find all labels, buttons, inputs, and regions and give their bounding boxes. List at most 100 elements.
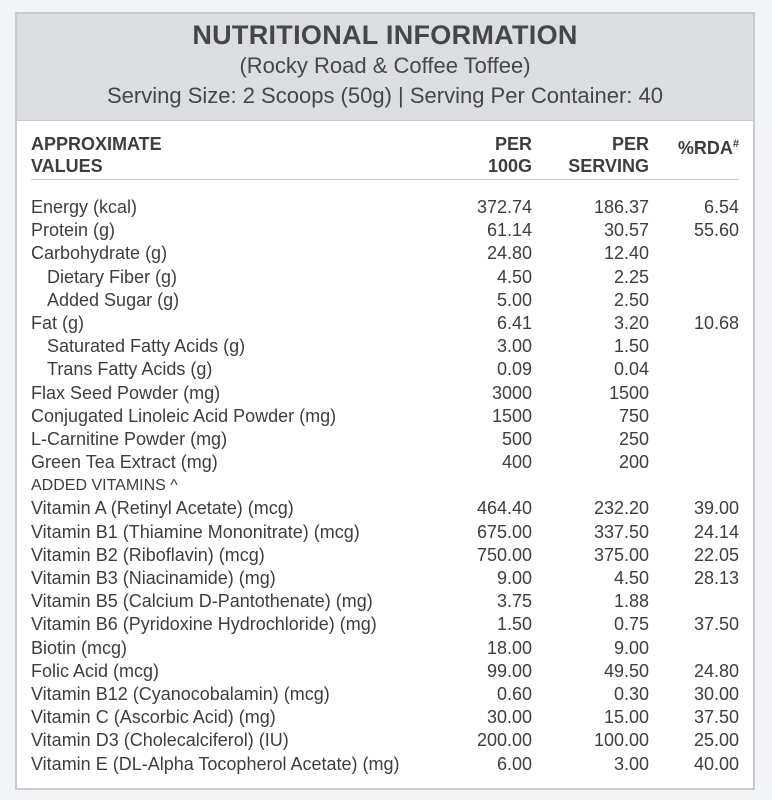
value-rda: 55.60 <box>693 220 739 241</box>
value-per-serving: 337.50 <box>593 521 649 542</box>
value-per-serving: 2.50 <box>613 289 649 310</box>
nutrient-name: Vitamin B5 (Calcium D-Pantothenate) (mg) <box>31 591 373 612</box>
value-per-100g: 1.50 <box>496 614 532 635</box>
nutrient-row: Vitamin B6 (Pyridoxine Hydrochloride) (m… <box>31 613 739 636</box>
nutrient-row: Vitamin B3 (Niacinamide) (mg) 9.00 4.50 28.… <box>31 567 739 590</box>
nutrient-name: Vitamin E (DL-Alpha Tocopherol Acetate) … <box>31 753 400 774</box>
value-per-serving: 3.20 <box>613 312 649 333</box>
value-per-serving: 12.40 <box>603 243 649 264</box>
nutrient-name: Vitamin B6 (Pyridoxine Hydrochloride) (m… <box>31 614 377 635</box>
value-per-serving: 0.75 <box>613 614 649 635</box>
value-per-serving: 1500 <box>608 382 649 403</box>
nutrient-name: Vitamin B12 (Cyanocobalamin) (mcg) <box>31 683 330 704</box>
value-per-100g: 30.00 <box>486 707 532 728</box>
value-per-100g: 400 <box>501 452 532 473</box>
nutrient-name: Fat (g) <box>31 312 85 333</box>
value-per-serving: 1.88 <box>613 591 649 612</box>
value-per-serving: 375.00 <box>593 544 649 565</box>
nutrient-row: Conjugated Linoleic Acid Powder (mg) 1500… <box>31 405 739 428</box>
nutrient-row: Carbohydrate (g) 24.80 12.40 <box>31 242 739 265</box>
nutrient-name: Vitamin B1 (Thiamine Mononitrate) (mcg) <box>31 521 360 542</box>
nutrient-name: Biotin (mcg) <box>31 637 128 658</box>
value-per-100g: 750.00 <box>476 544 532 565</box>
value-per-serving: 0.04 <box>613 359 649 380</box>
nutrient-name: Flax Seed Powder (mg) <box>31 382 221 403</box>
value-per-serving: 4.50 <box>613 568 649 588</box>
value-per-serving: 0.30 <box>613 683 649 704</box>
value-per-100g: 0.60 <box>496 683 532 704</box>
nutrient-name: Dietary Fiber (g) <box>47 266 178 287</box>
col-approximate-values: APPROXIMATE VALUES <box>31 134 162 176</box>
nutrient-name: Conjugated Linoleic Acid Powder (mg) <box>31 405 337 426</box>
value-per-100g: 9.00 <box>496 568 532 588</box>
nutrient-row: L-Carnitine Powder (mg) 500 250 <box>31 428 739 451</box>
panel-header: NUTRITIONAL INFORMATION (Rocky Road & Co… <box>17 14 753 121</box>
value-per-serving: 9.00 <box>613 637 649 658</box>
value-per-serving: 750 <box>618 405 649 426</box>
value-per-serving: 232.20 <box>593 498 649 519</box>
value-per-serving: 250 <box>618 428 649 449</box>
value-per-100g: 18.00 <box>486 637 532 658</box>
value-per-serving: 186.37 <box>593 197 649 217</box>
value-per-serving: 2.25 <box>613 266 649 287</box>
value-per-100g: 372.74 <box>476 197 532 217</box>
value-per-100g: 200.00 <box>476 730 532 751</box>
value-rda: 28.13 <box>693 568 739 588</box>
value-rda: 24.80 <box>693 660 739 681</box>
nutrient-row: Vitamin B1 (Thiamine Mononitrate) (mcg) 6… <box>31 521 739 544</box>
value-per-100g: 4.50 <box>496 266 532 287</box>
nutrient-name: Trans Fatty Acids (g) <box>47 359 213 380</box>
value-per-100g: 3.75 <box>496 591 532 612</box>
nutrient-row: Fat (g) 6.41 3.20 10.68 <box>31 312 739 335</box>
value-per-100g: 0.09 <box>496 359 532 380</box>
nutrient-row: Vitamin B2 (Riboflavin) (mcg) 750.00 375.0… <box>31 544 739 567</box>
nutrient-name: Added Sugar (g) <box>47 289 180 310</box>
nutrient-name: Folic Acid (mcg) <box>31 660 160 681</box>
value-rda: 37.50 <box>693 614 739 635</box>
value-per-100g: 5.00 <box>496 289 532 310</box>
value-per-100g: 6.00 <box>496 753 532 774</box>
nutrient-name: ADDED VITAMINS ^ <box>31 477 178 495</box>
flavor-subtitle: (Rocky Road & Coffee Toffee) <box>239 53 531 78</box>
value-per-serving: 15.00 <box>603 707 649 728</box>
nutrient-row: Trans Fatty Acids (g) 0.09 0.04 <box>31 358 739 381</box>
value-rda: 6.54 <box>703 197 739 217</box>
value-per-100g: 1500 <box>491 405 532 426</box>
value-per-serving: 30.57 <box>603 220 649 241</box>
nutrition-panel: NUTRITIONAL INFORMATION (Rocky Road & Co… <box>15 12 755 790</box>
nutrient-list: Energy (kcal) 372.74 186.37 6.54 Protein (g)… <box>31 196 739 776</box>
nutrient-row: Dietary Fiber (g) 4.50 2.25 <box>31 266 739 289</box>
value-rda: 10.68 <box>693 312 739 333</box>
serving-info: Serving Size: 2 Scoops (50g) | Serving P… <box>106 83 663 108</box>
nutrient-row: Vitamin B12 (Cyanocobalamin) (mcg) 0.60 0.… <box>31 683 739 706</box>
value-rda: 37.50 <box>693 707 739 728</box>
value-per-100g: 6.41 <box>496 312 532 333</box>
nutrient-row: Flax Seed Powder (mg) 3000 1500 <box>31 382 739 405</box>
nutrient-row: Energy (kcal) 372.74 186.37 6.54 <box>31 196 739 219</box>
value-per-100g: 675.00 <box>476 521 532 542</box>
nutrient-name: Energy (kcal) <box>31 197 138 217</box>
nutrient-row: Added Sugar (g) 5.00 2.50 <box>31 289 739 312</box>
nutrient-row: Biotin (mcg) 18.00 9.00 <box>31 637 739 660</box>
nutrient-row: Saturated Fatty Acids (g) 3.00 1.50 <box>31 335 739 358</box>
nutrient-name: Vitamin C (Ascorbic Acid) (mg) <box>31 707 276 728</box>
value-rda: 24.14 <box>693 521 739 542</box>
value-per-serving: 100.00 <box>593 730 649 751</box>
nutrient-row: Vitamin B5 (Calcium D-Pantothenate) (mg)… <box>31 590 739 613</box>
nutrient-name: Vitamin B3 (Niacinamide) (mg) <box>31 568 276 588</box>
col-per-100g: PER 100G <box>487 134 532 176</box>
nutrient-row: Folic Acid (mcg) 99.00 49.50 24.80 <box>31 660 739 683</box>
value-per-100g: 24.80 <box>486 243 532 264</box>
value-rda: 22.05 <box>693 544 739 565</box>
nutrient-name: Vitamin D3 (Cholecalciferol) (IU) <box>31 730 289 751</box>
column-headers: APPROXIMATE VALUES PER 100G PER SERVING … <box>31 121 739 180</box>
nutrient-name: Vitamin B2 (Riboflavin) (mcg) <box>31 544 265 565</box>
rda-footnote-mark: # <box>732 138 739 150</box>
value-per-100g: 99.00 <box>486 660 532 681</box>
nutrient-name: Saturated Fatty Acids (g) <box>47 336 246 357</box>
value-per-serving: 1.50 <box>613 336 649 357</box>
nutrient-row: Vitamin A (Retinyl Acetate) (mcg) 464.40 2… <box>31 497 739 520</box>
value-per-100g: 3.00 <box>496 336 532 357</box>
nutrient-row: Green Tea Extract (mg) 400 200 <box>31 451 739 474</box>
value-rda: 40.00 <box>693 753 739 774</box>
